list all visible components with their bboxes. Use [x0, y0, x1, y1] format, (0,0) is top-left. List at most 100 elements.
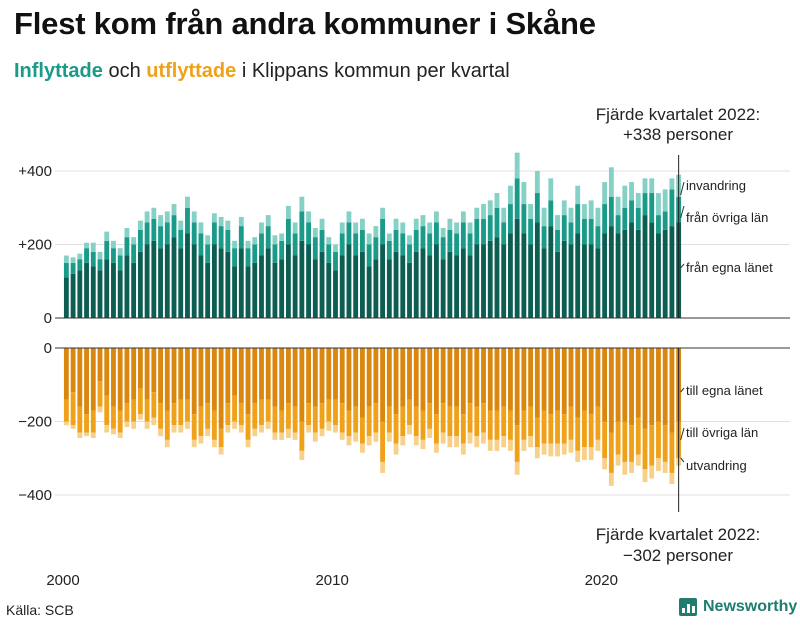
brand: Newsworthy — [679, 598, 797, 616]
bar-out-own — [582, 348, 587, 411]
bar-out-migration — [151, 417, 157, 426]
bar-out-own — [198, 348, 204, 407]
bar-in-migration — [137, 220, 143, 230]
bar-in-migration — [481, 204, 486, 219]
bar-in-own — [178, 248, 184, 318]
bar-out-migration — [104, 425, 110, 433]
bar-out-migration — [629, 461, 634, 473]
bar-in-other — [467, 233, 473, 256]
bar-in-other — [117, 255, 123, 271]
bar-out-own — [272, 348, 278, 407]
bar-out-other — [380, 421, 386, 462]
bar-in-own — [373, 259, 379, 318]
bar-in-own — [346, 244, 352, 318]
bar-in-own — [185, 233, 190, 318]
bar-out-other — [420, 410, 426, 440]
bar-out-migration — [528, 436, 534, 448]
bar-out-own — [70, 348, 76, 393]
bar-in-own — [467, 255, 473, 318]
bar-in-own — [635, 229, 641, 318]
bar-out-other — [265, 399, 271, 422]
bar-out-other — [191, 414, 197, 440]
bar-out-migration — [306, 425, 312, 433]
x-tick-label: 2000 — [46, 572, 79, 589]
bar-in-other — [568, 222, 574, 245]
bar-in-migration — [460, 211, 466, 223]
bar-out-own — [178, 348, 184, 400]
bar-out-other — [608, 432, 614, 473]
bar-in-other — [420, 226, 426, 249]
bar-out-other — [656, 421, 661, 459]
bar-in-own — [70, 273, 76, 318]
bar-in-migration — [548, 178, 554, 201]
bar-in-migration — [413, 218, 419, 230]
bar-out-migration — [238, 425, 244, 433]
bar-in-migration — [104, 231, 110, 241]
bar-in-migration — [218, 216, 224, 227]
bar-in-own — [602, 233, 608, 318]
bar-in-other — [521, 204, 527, 234]
bar-out-own — [97, 348, 103, 382]
bar-in-own — [534, 222, 540, 318]
bar-in-own — [144, 244, 150, 318]
bar-out-migration — [353, 432, 359, 442]
bar-out-migration — [400, 436, 406, 446]
bar-out-migration — [393, 443, 399, 455]
bar-in-own — [151, 240, 157, 318]
bar-in-own — [595, 248, 601, 318]
bar-in-own — [104, 259, 110, 318]
bar-out-own — [279, 348, 285, 411]
bar-in-migration — [111, 240, 116, 249]
bar-in-other — [413, 229, 419, 252]
bar-out-other — [649, 425, 655, 466]
bar-in-own — [131, 262, 137, 318]
bar-in-own — [252, 262, 258, 318]
bar-out-other — [279, 410, 285, 433]
bar-in-migration — [501, 207, 507, 223]
bar-out-own — [359, 348, 365, 418]
bar-in-migration — [359, 218, 365, 230]
bar-in-migration — [285, 205, 291, 219]
bar-in-own — [669, 226, 675, 318]
bar-out-migration — [407, 425, 412, 435]
bar-in-other — [588, 218, 594, 245]
annotation-outflow-line2: −302 personer — [623, 546, 733, 565]
bar-in-other — [245, 248, 251, 267]
bar-in-own — [198, 255, 204, 318]
bar-in-migration — [164, 211, 170, 223]
bar-in-own — [211, 244, 217, 318]
bar-in-own — [353, 255, 359, 318]
bar-in-migration — [299, 196, 305, 212]
outflow-series-label: utvandring — [686, 458, 747, 473]
bar-in-migration — [178, 220, 184, 230]
bar-in-other — [656, 215, 661, 234]
bar-in-other — [137, 229, 143, 252]
bar-in-own — [514, 218, 520, 318]
bar-in-migration — [339, 222, 345, 234]
bar-in-own — [272, 262, 278, 318]
bar-out-own — [326, 348, 332, 400]
bar-in-own — [158, 248, 163, 318]
bar-out-migration — [481, 432, 486, 444]
bar-in-migration — [420, 215, 426, 227]
bar-in-own — [420, 248, 426, 318]
bar-in-other — [259, 233, 264, 256]
bar-in-own — [359, 251, 365, 318]
bar-out-own — [467, 348, 473, 404]
bar-in-migration — [608, 167, 614, 197]
bar-in-own — [622, 229, 628, 318]
bar-out-own — [77, 348, 83, 407]
bar-in-other — [339, 233, 345, 256]
bar-in-own — [548, 226, 554, 318]
bar-in-own — [326, 262, 332, 318]
bar-in-migration — [386, 233, 392, 241]
bar-out-migration — [656, 458, 661, 472]
bar-in-migration — [487, 200, 493, 216]
inflow-series-leader — [680, 263, 685, 269]
bar-out-migration — [178, 425, 184, 433]
bar-out-own — [669, 348, 675, 433]
bar-out-own — [111, 348, 116, 407]
bar-out-other — [460, 414, 466, 444]
inflow-series-leader — [680, 205, 685, 219]
bar-out-migration — [460, 443, 466, 455]
